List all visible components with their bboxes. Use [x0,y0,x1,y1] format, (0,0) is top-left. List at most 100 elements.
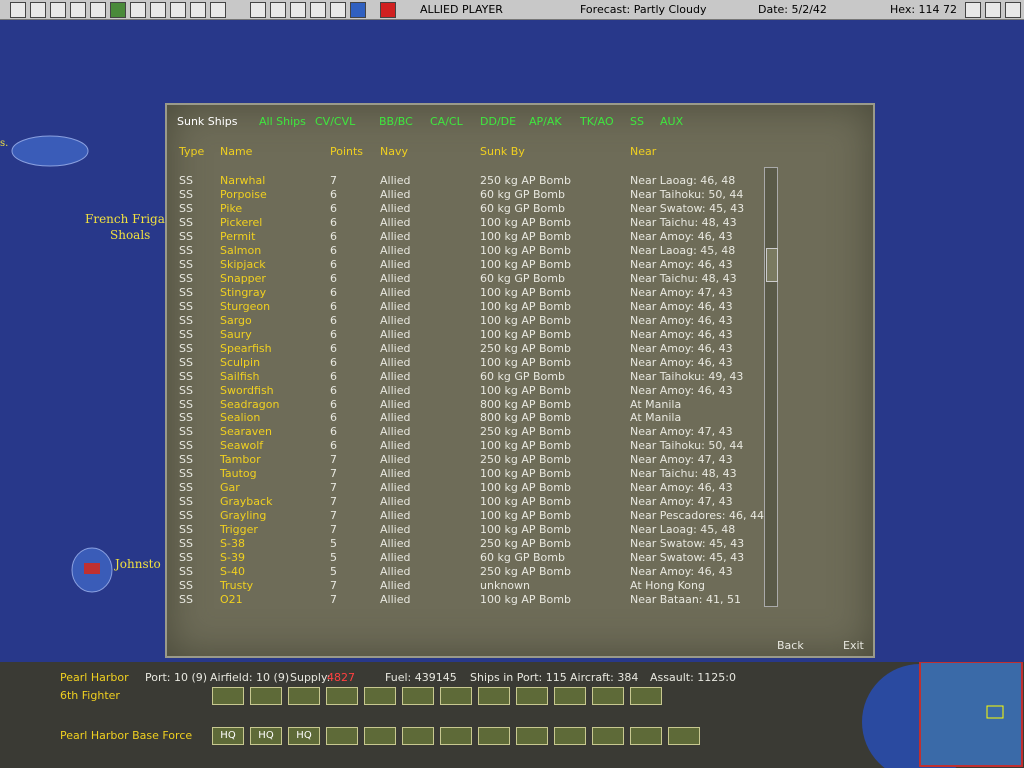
tab[interactable]: All Ships [259,115,306,128]
toolbar-icon[interactable] [330,2,346,18]
toolbar-icon[interactable] [150,2,166,18]
base-name[interactable]: Pearl Harbor [60,671,129,684]
sunk-by: 100 kg AP Bomb [480,355,571,369]
toolbar-icon[interactable] [130,2,146,18]
tab[interactable]: Sunk Ships [177,115,238,128]
column-header[interactable]: Type [179,145,205,158]
sunk-location: Near Amoy: 47, 43 [630,285,733,299]
unit-slot[interactable] [516,727,548,745]
unit-slot[interactable] [630,727,662,745]
toolbar-icon[interactable] [170,2,186,18]
toolbar-icon[interactable] [290,2,306,18]
ship-navy: Allied [380,369,411,383]
toolbar-icon[interactable] [1005,2,1021,18]
unit-slot[interactable] [478,727,510,745]
map-label: French Frigat [85,212,170,226]
toolbar-icon[interactable] [310,2,326,18]
aircraft-slot[interactable] [288,687,320,705]
toolbar-icon[interactable] [190,2,206,18]
ship-name: Narwhal [220,174,266,187]
tab[interactable]: CA/CL [430,115,463,128]
toolbar-icon[interactable] [270,2,286,18]
unit-slot[interactable] [364,727,396,745]
scroll-thumb[interactable] [766,248,778,282]
aircraft-slot[interactable] [554,687,586,705]
ship-name: Sealion [220,411,261,425]
ship-navy: Allied [380,579,411,593]
sunk-location: Near Amoy: 46, 43 [630,481,733,495]
aircraft-slot[interactable] [212,687,244,705]
toolbar-icon[interactable] [965,2,981,18]
tab[interactable]: BB/BC [379,115,413,128]
aircraft-slot[interactable] [250,687,282,705]
aircraft-slot[interactable] [516,687,548,705]
ship-navy: Allied [380,355,411,369]
tab[interactable]: SS [630,115,644,128]
unit-slot[interactable] [440,727,472,745]
ship-name: Permit [220,229,256,243]
column-header[interactable]: Points [330,145,364,158]
toolbar-icon[interactable] [350,2,366,18]
tab[interactable]: DD/DE [480,115,517,128]
toolbar-icon[interactable] [70,2,86,18]
toolbar-icon[interactable] [10,2,26,18]
tab[interactable]: AUX [660,115,684,128]
unit-slot[interactable] [326,727,358,745]
unit-slot[interactable] [592,727,624,745]
column-header[interactable]: Navy [380,145,408,158]
sunk-by: 100 kg AP Bomb [480,383,571,397]
ship-type: SS [179,369,193,383]
us-flag[interactable] [84,563,100,574]
column-header[interactable]: Sunk By [480,145,525,158]
aircraft-slot[interactable] [440,687,472,705]
aircraft-slot[interactable] [592,687,624,705]
bottom-panel: Pearl Harbor Port: 10 (9) Airfield: 10 (… [0,662,1024,768]
ship-type: SS [179,579,193,593]
tab[interactable]: TK/AO [580,115,614,128]
column-header[interactable]: Near [630,145,657,158]
ship-type: SS [179,453,193,467]
unit-slot[interactable] [554,727,586,745]
toolbar-icon[interactable] [30,2,46,18]
aircraft-slot[interactable] [630,687,662,705]
minimap[interactable] [919,662,1023,767]
sunk-location: Near Pescadores: 46, 44 [630,509,764,523]
sunk-location: Near Amoy: 46, 43 [630,229,733,243]
tab[interactable]: CV/CVL [315,115,356,128]
column-header[interactable]: Name [220,145,253,158]
atoll [11,135,89,167]
unit-slot[interactable] [668,727,700,745]
ship-navy: Allied [380,425,411,439]
aircraft-slot[interactable] [402,687,434,705]
sunk-by: 100 kg AP Bomb [480,215,571,229]
hq-button[interactable]: HQ [212,727,244,745]
hq-button[interactable]: HQ [288,727,320,745]
ship-navy: Allied [380,243,411,257]
sunk-by: 60 kg GP Bomb [480,201,565,215]
ship-points: 6 [330,187,337,201]
end-turn-button[interactable] [380,2,396,18]
ship-name: Sailfish [220,369,260,383]
ship-navy: Allied [380,551,411,565]
unit-slot[interactable] [402,727,434,745]
aircraft-slot[interactable] [478,687,510,705]
aircraft-slot[interactable] [326,687,358,705]
back-button[interactable]: Back [777,639,804,652]
hq-button[interactable]: HQ [250,727,282,745]
toolbar-icon[interactable] [90,2,106,18]
sunk-location: Near Amoy: 46, 43 [630,313,733,327]
sunk-location: At Manila [630,411,682,425]
tab[interactable]: AP/AK [529,115,562,128]
toolbar-icon[interactable] [110,2,126,18]
toolbar-icon[interactable] [210,2,226,18]
ship-name: Grayback [220,495,273,509]
air-unit-name[interactable]: 6th Fighter [60,689,120,702]
scrollbar[interactable] [764,167,778,607]
toolbar-icon[interactable] [985,2,1001,18]
toolbar-icon[interactable] [250,2,266,18]
ship-type: SS [179,411,193,425]
aircraft-slot[interactable] [364,687,396,705]
exit-button[interactable]: Exit [843,639,864,652]
toolbar-icon[interactable] [50,2,66,18]
land-unit-name[interactable]: Pearl Harbor Base Force [60,729,193,742]
